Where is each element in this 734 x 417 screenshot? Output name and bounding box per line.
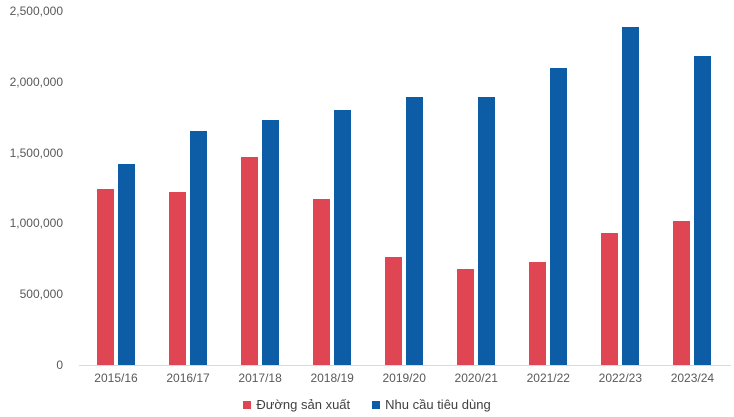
legend-item-production[interactable]: Đường sản xuất	[243, 397, 350, 413]
production-bar[interactable]	[601, 233, 619, 365]
x-axis-tick-label: 2016/17	[166, 371, 210, 385]
production-bar[interactable]	[313, 199, 331, 365]
y-axis-tick-label: 500,000	[19, 287, 63, 302]
legend: Đường sản xuất Nhu cầu tiêu dùng	[0, 397, 734, 413]
x-axis-tick-label: 2020/21	[454, 371, 498, 385]
demand-bar[interactable]	[550, 67, 568, 365]
y-axis-tick-label: 0	[56, 358, 63, 372]
legend-label-production: Đường sản xuất	[256, 397, 351, 412]
x-axis-tick-label: 2023/24	[670, 371, 715, 385]
demand-bar[interactable]	[622, 26, 640, 365]
y-axis-tick-label: 1,500,000	[9, 145, 63, 160]
demand-bar[interactable]	[478, 97, 496, 365]
demand-bar[interactable]	[406, 97, 424, 365]
production-bar[interactable]	[169, 192, 187, 365]
legend-item-demand[interactable]: Nhu cầu tiêu dùng	[372, 397, 491, 413]
demand-bar[interactable]	[334, 110, 352, 365]
y-axis-tick-label: 1,000,000	[9, 216, 63, 231]
production-bar[interactable]	[457, 268, 475, 365]
x-axis-tick-label: 2018/19	[310, 371, 354, 385]
demand-bar[interactable]	[190, 131, 208, 365]
production-bar[interactable]	[673, 220, 691, 365]
legend-swatch-production	[243, 401, 252, 409]
production-bar[interactable]	[97, 189, 114, 365]
production-bar[interactable]	[529, 261, 547, 365]
demand-bar[interactable]	[694, 56, 712, 365]
legend-label-demand: Nhu cầu tiêu dùng	[385, 397, 491, 412]
x-axis-tick-label: 2021/22	[526, 371, 570, 385]
legend-swatch-demand	[372, 401, 381, 409]
production-bar[interactable]	[241, 156, 259, 365]
production-bar[interactable]	[385, 257, 403, 365]
x-axis-tick-label: 2017/18	[238, 371, 282, 385]
x-axis-tick-label: 2022/23	[598, 371, 643, 385]
y-axis-tick-label: 2,500,000	[9, 4, 63, 18]
demand-bar[interactable]	[118, 163, 135, 365]
demand-bar[interactable]	[262, 120, 280, 365]
x-axis-tick-label: 2015/16	[94, 371, 138, 385]
x-axis-tick-label: 2019/20	[382, 371, 426, 385]
y-axis-tick-label: 2,000,000	[9, 74, 63, 89]
x-axis-line	[79, 365, 731, 366]
